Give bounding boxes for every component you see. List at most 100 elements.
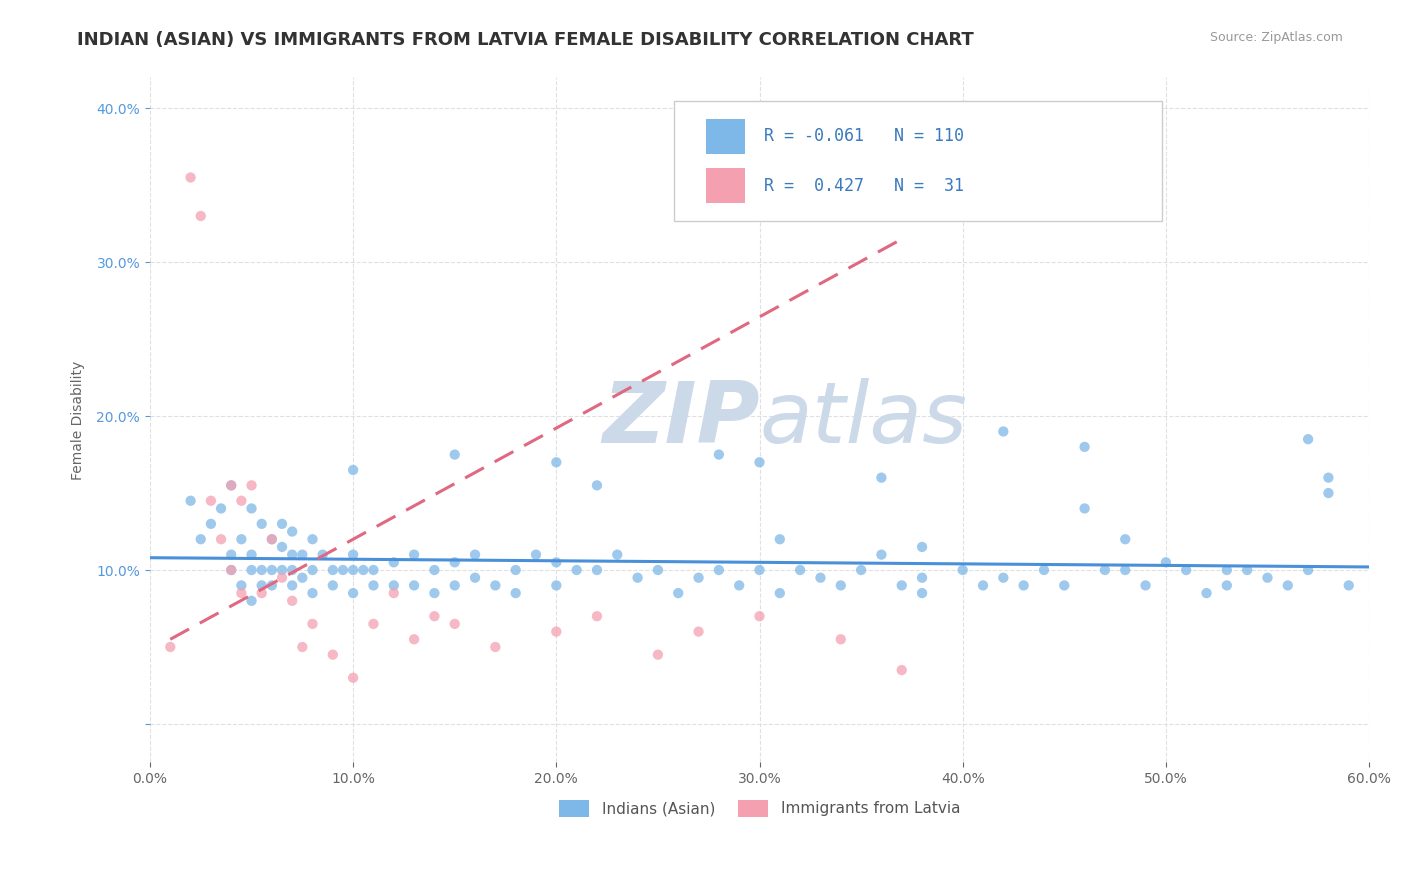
Point — [546, 455, 568, 469]
Point — [464, 571, 486, 585]
Point — [748, 455, 770, 469]
Point — [301, 563, 323, 577]
Point — [363, 563, 385, 577]
Point — [190, 209, 212, 223]
Text: R = -0.061   N = 110: R = -0.061 N = 110 — [765, 128, 965, 145]
Point — [911, 571, 934, 585]
Point — [291, 571, 314, 585]
Point — [1216, 563, 1239, 577]
Text: ZIP: ZIP — [602, 378, 759, 461]
Point — [250, 563, 273, 577]
Point — [666, 586, 689, 600]
Point — [240, 478, 263, 492]
Point — [505, 563, 527, 577]
Point — [231, 578, 253, 592]
Point — [240, 501, 263, 516]
Point — [769, 586, 792, 600]
Point — [301, 586, 323, 600]
Point — [443, 555, 465, 569]
Point — [423, 586, 446, 600]
Point — [271, 540, 294, 554]
Point — [342, 586, 364, 600]
Point — [219, 563, 242, 577]
Point — [180, 493, 202, 508]
Point — [1114, 533, 1136, 547]
Point — [748, 563, 770, 577]
Point — [769, 533, 792, 547]
Point — [281, 594, 304, 608]
Point — [342, 671, 364, 685]
Point — [1317, 470, 1340, 484]
Point — [688, 624, 710, 639]
Point — [1114, 563, 1136, 577]
Point — [219, 563, 242, 577]
Point — [830, 578, 852, 592]
Point — [911, 540, 934, 554]
Point — [789, 563, 811, 577]
Point — [342, 563, 364, 577]
Point — [180, 170, 202, 185]
Point — [240, 594, 263, 608]
Text: R =  0.427   N =  31: R = 0.427 N = 31 — [765, 177, 965, 194]
Point — [342, 548, 364, 562]
Point — [505, 586, 527, 600]
Point — [911, 586, 934, 600]
Point — [1053, 578, 1076, 592]
Point — [748, 609, 770, 624]
Point — [546, 624, 568, 639]
Point — [219, 548, 242, 562]
Point — [260, 578, 283, 592]
Point — [281, 524, 304, 539]
Point — [993, 571, 1015, 585]
Point — [870, 470, 893, 484]
Point — [1236, 563, 1258, 577]
Point — [647, 563, 669, 577]
Point — [849, 563, 872, 577]
Point — [586, 609, 609, 624]
Point — [1073, 501, 1095, 516]
FancyBboxPatch shape — [673, 102, 1161, 221]
Point — [382, 555, 405, 569]
Point — [363, 616, 385, 631]
Point — [322, 648, 344, 662]
Point — [1094, 563, 1116, 577]
Point — [707, 563, 730, 577]
Point — [952, 563, 974, 577]
Point — [271, 571, 294, 585]
Point — [382, 578, 405, 592]
Point — [311, 548, 333, 562]
Point — [322, 578, 344, 592]
Point — [260, 563, 283, 577]
Point — [322, 563, 344, 577]
Point — [443, 448, 465, 462]
Point — [1073, 440, 1095, 454]
Point — [546, 578, 568, 592]
Point — [1175, 563, 1198, 577]
Point — [1216, 578, 1239, 592]
Point — [250, 578, 273, 592]
Point — [1277, 578, 1299, 592]
Point — [890, 578, 912, 592]
Point — [1256, 571, 1278, 585]
Point — [606, 548, 628, 562]
Point — [404, 632, 426, 647]
Point — [830, 632, 852, 647]
Point — [546, 555, 568, 569]
Text: atlas: atlas — [759, 378, 967, 461]
Point — [231, 586, 253, 600]
Point — [626, 571, 648, 585]
Point — [404, 578, 426, 592]
Point — [484, 640, 506, 654]
Text: Source: ZipAtlas.com: Source: ZipAtlas.com — [1209, 31, 1343, 45]
Point — [1195, 586, 1218, 600]
Point — [404, 548, 426, 562]
Point — [281, 578, 304, 592]
Point — [352, 563, 374, 577]
Point — [159, 640, 181, 654]
Point — [200, 493, 222, 508]
Point — [240, 548, 263, 562]
Point — [301, 616, 323, 631]
Y-axis label: Female Disability: Female Disability — [72, 360, 86, 480]
Point — [810, 571, 832, 585]
Point — [363, 578, 385, 592]
